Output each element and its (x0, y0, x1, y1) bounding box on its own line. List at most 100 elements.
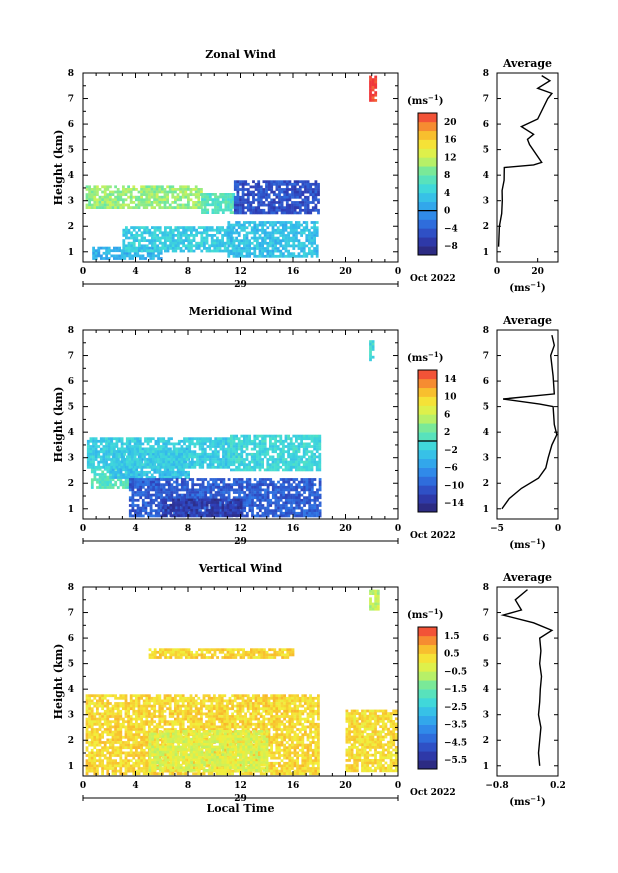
heatmap-cell (252, 696, 255, 700)
heatmap-cell (187, 707, 190, 711)
heatmap-cell (190, 247, 193, 250)
heatmap-cell (213, 498, 217, 502)
heatmap-cell (258, 465, 262, 469)
heatmap-cell (256, 228, 259, 232)
heatmap-cell (110, 439, 114, 443)
heatmap-cell (142, 190, 146, 194)
heatmap-cell (122, 231, 126, 235)
heatmap-cell (213, 228, 217, 232)
heatmap-cell (308, 480, 312, 484)
heatmap-cell (245, 231, 249, 235)
heatmap-cell (227, 208, 230, 212)
heatmap-cell (249, 211, 253, 215)
heatmap-cell (130, 476, 133, 479)
heatmap-cell (179, 241, 183, 245)
heatmap-cell (133, 452, 137, 456)
heatmap-cell (149, 493, 153, 497)
heatmap-cell (220, 712, 224, 716)
heatmap-cell (86, 455, 90, 459)
heatmap-cell (227, 437, 231, 441)
heatmap-cell (266, 468, 270, 472)
heatmap-cell (142, 699, 146, 703)
heatmap-cell (180, 458, 184, 461)
heatmap-cell (246, 190, 250, 194)
heatmap-field (85, 75, 378, 260)
heatmap-cell (220, 709, 224, 713)
heatmap-cell (259, 699, 263, 703)
heatmap-cell (310, 439, 314, 443)
heatmap-cell (266, 252, 270, 256)
heatmap-cell (222, 437, 225, 441)
heatmap-cell (119, 480, 123, 484)
heatmap-cell (297, 434, 301, 438)
heatmap-cell (252, 198, 255, 202)
heatmap-cell (318, 478, 322, 481)
heatmap-cell (179, 195, 182, 199)
heatmap-cell (128, 455, 132, 459)
heatmap-cell (298, 206, 302, 210)
heatmap-cell (176, 704, 180, 708)
heatmap-cell (284, 460, 288, 464)
heatmap-cell (223, 241, 227, 245)
heatmap-cell (297, 485, 301, 489)
heatmap-cell (306, 201, 310, 204)
heatmap-cell (125, 445, 129, 448)
heatmap-cell (258, 450, 262, 454)
heatmap-cell (277, 501, 280, 505)
heatmap-cell (134, 480, 137, 484)
heatmap-cell (297, 504, 301, 507)
heatmap-cell (137, 712, 141, 716)
heatmap-cell (302, 244, 306, 248)
heatmap-cell (89, 465, 93, 469)
heatmap-cell (305, 501, 309, 505)
heatmap-cell (154, 504, 158, 507)
heatmap-cell (287, 463, 290, 467)
heatmap-cell (253, 234, 257, 237)
heatmap-cell (227, 203, 230, 207)
heatmap-cell (271, 491, 275, 494)
heatmap-cell (171, 185, 175, 189)
heatmap-cell (135, 709, 138, 713)
average-y-tick-label: 8 (483, 69, 489, 79)
heatmap-cell (139, 480, 143, 484)
heatmap-cell (131, 496, 135, 500)
heatmap-cell (122, 239, 126, 242)
heatmap-cell (279, 493, 283, 497)
heatmap-cell (166, 707, 169, 711)
heatmap-cell (85, 712, 89, 716)
heatmap-cell (263, 437, 267, 441)
heatmap-cell (245, 504, 249, 507)
heatmap-cell (182, 506, 186, 510)
average-title: Average (502, 314, 552, 327)
heatmap-cell (282, 254, 285, 258)
heatmap-cell (263, 241, 267, 245)
heatmap-cell (300, 231, 303, 235)
heatmap-cell (119, 198, 123, 202)
heatmap-cell (303, 478, 306, 481)
heatmap-cell (253, 442, 257, 446)
heatmap-cell (196, 460, 199, 464)
heatmap-cell (162, 455, 166, 459)
heatmap-cell (89, 445, 93, 448)
heatmap-cell (187, 247, 191, 250)
heatmap-cell (248, 221, 251, 224)
heatmap-cell (258, 488, 262, 492)
heatmap-cell (175, 452, 179, 456)
heatmap-cell (179, 465, 183, 469)
heatmap-cell (240, 223, 244, 227)
heatmap-cell (137, 709, 141, 713)
heatmap-cell (124, 203, 128, 207)
heatmap-cell (279, 455, 283, 459)
heatmap-cell (190, 509, 194, 512)
heatmap-cell (266, 501, 270, 505)
heatmap-cell (135, 234, 139, 237)
heatmap-cell (131, 485, 135, 489)
heatmap-cell (145, 696, 149, 700)
heatmap-cell (185, 514, 188, 517)
heatmap-cell (256, 254, 259, 258)
heatmap-cell (127, 249, 131, 253)
heatmap-cell (298, 211, 302, 215)
heatmap-cell (136, 437, 140, 441)
heatmap-cell (129, 702, 133, 705)
heatmap-cell (92, 447, 95, 451)
